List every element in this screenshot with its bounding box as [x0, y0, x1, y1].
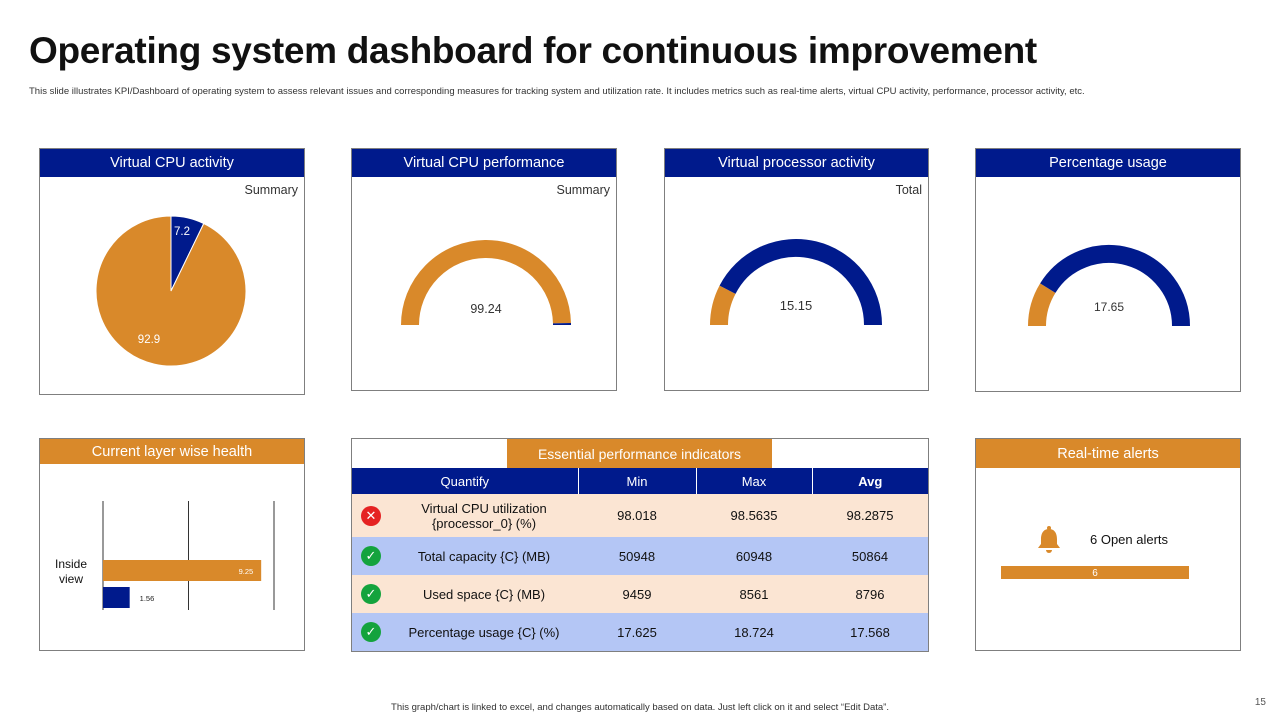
check-circle-icon: ✓ [361, 622, 381, 642]
cpu-activity-header: Virtual CPU activity [40, 149, 304, 177]
gauge-fill-arc [710, 285, 736, 326]
alerts-count-label: 6 Open alerts [1090, 532, 1169, 547]
percentage-usage-panel: Percentage usage 17.65 [975, 148, 1241, 392]
gauge-value-label: 99.24 [470, 302, 501, 316]
bell-icon [1038, 526, 1060, 553]
page-number: 15 [1254, 697, 1266, 708]
page-subtitle: This slide illustrates KPI/Dashboard of … [29, 86, 1085, 97]
page-title: Operating system dashboard for continuou… [29, 30, 1037, 71]
column-header-avg: Avg [812, 468, 928, 494]
category-label: Inside view [55, 557, 87, 586]
percentage-usage-header: Percentage usage [976, 149, 1240, 177]
realtime-alerts-panel: Real-time alerts 6 Open alerts 6 [975, 438, 1241, 651]
row-max: 8561 [696, 575, 812, 613]
cpu-performance-gauge: 99.24 [401, 240, 571, 326]
pie-label-small: 7.2 [174, 226, 190, 238]
cpu-performance-summary-label: Summary [556, 183, 610, 197]
table-row: ✓ Used space {C} (MB) 9459 8561 8796 [352, 575, 928, 613]
cpu-activity-panel: Virtual CPU activity Summary 7.2 92.9 [39, 148, 305, 395]
check-circle-icon: ✓ [361, 546, 381, 566]
processor-activity-panel: Virtual processor activity Total 15.15 [664, 148, 929, 391]
cpu-activity-summary-label: Summary [244, 183, 298, 197]
processor-activity-gauge: 15.15 [710, 239, 882, 326]
row-name: Percentage usage {C} (%) [390, 613, 578, 651]
layer-health-panel: Current layer wise health 9.25 1.56 Insi… [39, 438, 305, 651]
row-min: 98.018 [578, 494, 696, 537]
row-avg: 8796 [812, 575, 928, 613]
x-circle-icon: ✕ [361, 505, 381, 526]
row-avg: 17.568 [812, 613, 928, 651]
pie-slice-large [95, 215, 247, 367]
bar-data-label: 1.56 [140, 594, 155, 603]
table-row: ✕ Virtual CPU utilization {processor_0} … [352, 494, 928, 537]
gauge-value-label: 15.15 [780, 298, 813, 313]
table-row: ✓ Total capacity {C} (MB) 50948 60948 50… [352, 537, 928, 575]
row-min: 17.625 [578, 613, 696, 651]
row-max: 60948 [696, 537, 812, 575]
column-header-max: Max [696, 468, 813, 494]
row-max: 98.5635 [696, 494, 812, 537]
row-status: ✓ [352, 537, 390, 575]
pie-label-large: 92.9 [138, 334, 160, 346]
column-header-min: Min [578, 468, 697, 494]
alerts-bar-label: 6 [1092, 568, 1098, 579]
realtime-alerts-header: Real-time alerts [976, 439, 1240, 468]
layer-health-bar-chart: 9.25 1.56 Inside view [55, 501, 275, 610]
percentage-usage-gauge: 17.65 [1028, 245, 1190, 327]
row-avg: 50864 [812, 537, 928, 575]
check-circle-icon: ✓ [361, 584, 381, 604]
alerts-chart: 6 Open alerts 6 [1001, 526, 1189, 579]
cpu-performance-panel: Virtual CPU performance Summary 99.24 [351, 148, 617, 391]
cpu-activity-pie-chart: 7.2 92.9 [95, 215, 247, 367]
table-row: ✓ Percentage usage {C} (%) 17.625 18.724… [352, 613, 928, 651]
row-name: Total capacity {C} (MB) [390, 537, 578, 575]
gauge-fill-arc [401, 240, 571, 326]
footer-note: This graph/chart is linked to excel, and… [391, 702, 889, 713]
row-min: 9459 [578, 575, 696, 613]
layer-health-header: Current layer wise health [40, 439, 304, 464]
gauge-value-label: 17.65 [1094, 300, 1124, 314]
row-avg: 98.2875 [812, 494, 928, 537]
row-name: Virtual CPU utilization {processor_0} (%… [390, 494, 578, 537]
row-status: ✓ [352, 613, 390, 651]
row-status: ✕ [352, 494, 390, 537]
kpi-table-header: Essential performance indicators [507, 439, 772, 468]
bar-data-label: 9.25 [239, 567, 254, 576]
processor-activity-total-label: Total [895, 183, 922, 197]
cpu-performance-header: Virtual CPU performance [352, 149, 616, 177]
gauge-remaining-arc [1040, 245, 1190, 327]
kpi-table: Quantify Min Max Avg ✕ Virtual CPU utili… [352, 468, 928, 651]
row-status: ✓ [352, 575, 390, 613]
row-max: 18.724 [696, 613, 812, 651]
row-min: 50948 [578, 537, 696, 575]
alerts-bar [1001, 566, 1189, 579]
processor-activity-header: Virtual processor activity [665, 149, 928, 177]
column-header-quantify: Quantify [352, 468, 579, 494]
gauge-remaining-arc [719, 239, 882, 326]
gauge-fill-arc [1028, 283, 1056, 327]
bar-series-orange [103, 560, 262, 581]
row-name: Used space {C} (MB) [390, 575, 578, 613]
bar-series-blue [103, 587, 130, 608]
